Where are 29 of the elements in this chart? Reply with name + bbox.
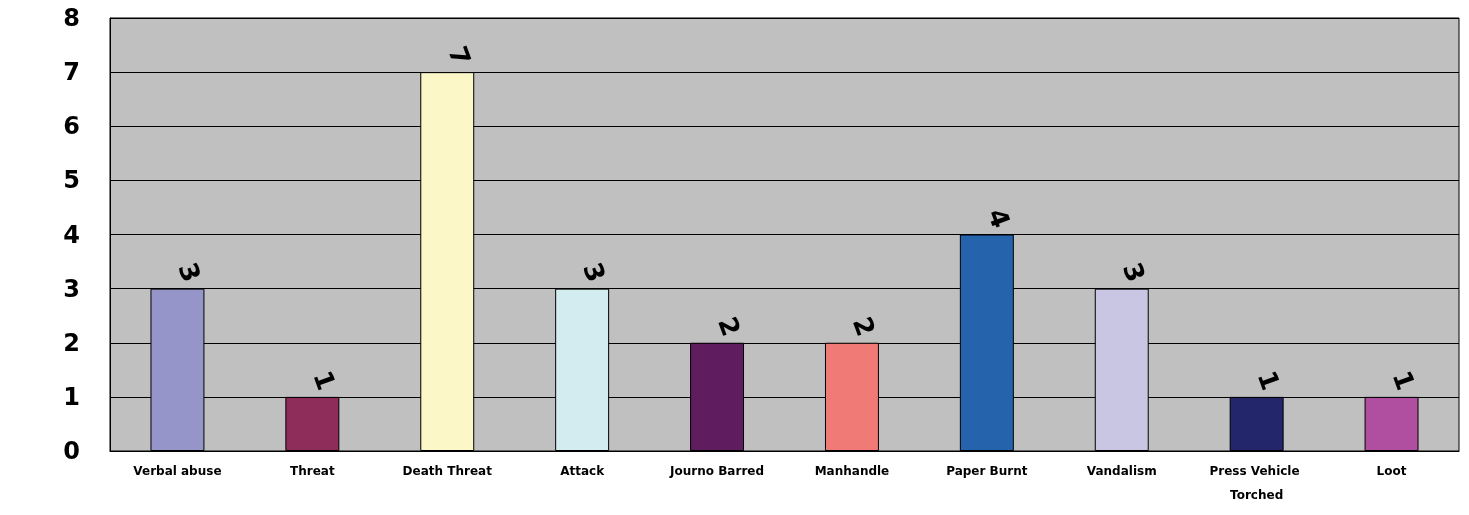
data-label: 1 [1251, 366, 1287, 395]
y-tick-label: 3 [63, 274, 80, 303]
x-tick-label: Verbal abuse [133, 464, 222, 478]
data-label: 4 [981, 204, 1017, 232]
data-label: 7 [442, 42, 477, 70]
data-label: 2 [846, 312, 882, 340]
data-label: 1 [307, 366, 342, 395]
y-tick-label: 6 [63, 112, 80, 141]
y-tick-label: 1 [63, 382, 80, 411]
data-label: 3 [172, 258, 207, 286]
x-tick-label: Manhandle [814, 464, 890, 478]
data-label: 3 [577, 258, 612, 286]
data-label: 1 [1386, 366, 1421, 395]
x-tick-label: Vandalism [1086, 464, 1157, 478]
y-tick-label: 5 [63, 166, 80, 195]
y-tick-label: 4 [63, 220, 80, 249]
x-tick-label: Attack [560, 464, 606, 478]
data-label: 3 [1116, 258, 1152, 286]
y-tick-label: 2 [63, 328, 80, 357]
x-tick-label: Press Vehicle Torched [1209, 464, 1304, 502]
y-tick-label: 7 [63, 58, 80, 87]
x-tick-label: Paper Burnt [946, 464, 1028, 478]
data-label: 2 [712, 312, 747, 340]
y-tick-label: 8 [63, 4, 80, 32]
x-tick-label: Threat [290, 464, 335, 478]
x-tick-label: Loot [1376, 464, 1407, 478]
y-tick-label: 0 [63, 437, 80, 465]
x-tick-label: Death Threat [402, 464, 493, 478]
x-tick-label: Journo Barred [669, 464, 765, 478]
